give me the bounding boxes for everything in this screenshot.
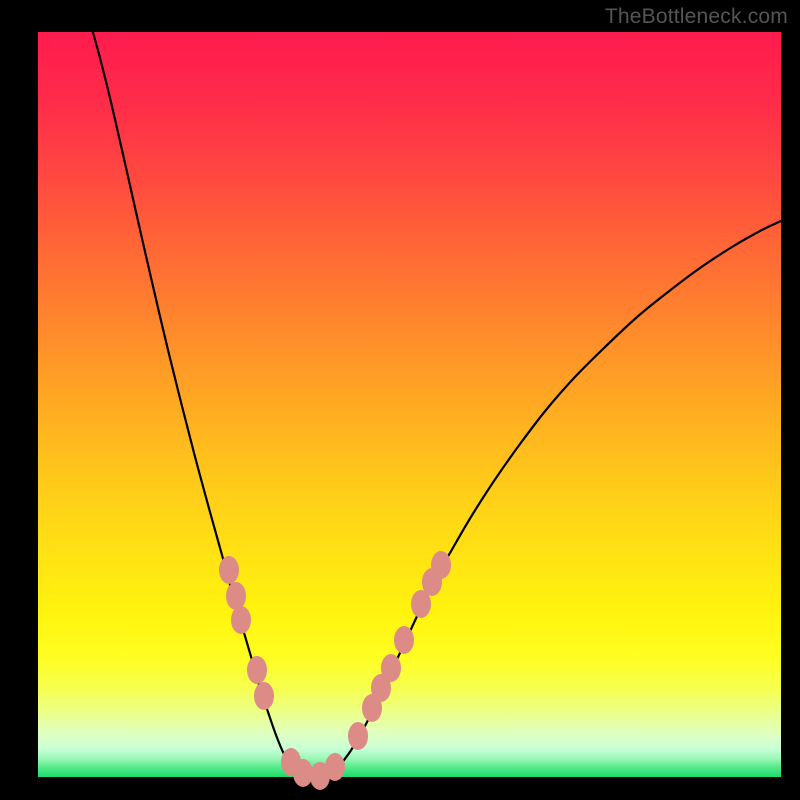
curve-layer bbox=[0, 0, 800, 800]
bottleneck-curve bbox=[92, 29, 781, 777]
curve-marker bbox=[431, 551, 451, 579]
curve-marker bbox=[247, 656, 267, 684]
curve-marker bbox=[231, 606, 251, 634]
curve-marker bbox=[325, 753, 345, 781]
curve-marker bbox=[381, 654, 401, 682]
curve-marker bbox=[394, 626, 414, 654]
watermark-text: TheBottleneck.com bbox=[605, 5, 788, 29]
curve-marker bbox=[348, 722, 368, 750]
curve-marker bbox=[219, 556, 239, 584]
curve-marker bbox=[254, 682, 274, 710]
